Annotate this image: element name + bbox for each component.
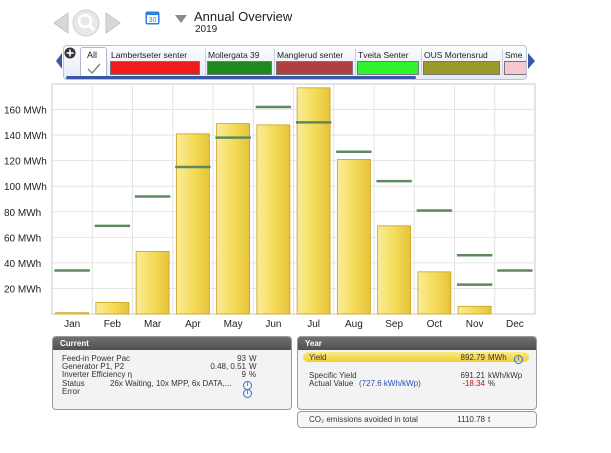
annual-yield-chart: 20 MWh 40 MWh 60 MWh 80 MWh 100 MWh 120 MWh 14… (4, 83, 536, 330)
current-panel: Current Feed-in Power Pac 93 W Generator… (52, 336, 292, 410)
bar-aug (336, 158, 371, 315)
plant-name: OUS Mortensrud (424, 50, 488, 60)
all-label: All (87, 50, 98, 60)
plant-color-swatch (276, 61, 353, 75)
co2-value: 1110.78 (457, 415, 485, 424)
x-tick-label: Jul (307, 319, 320, 330)
actual-value-unit: % (488, 379, 496, 388)
actual-value-label: Actual Value (309, 379, 354, 388)
plant-name: Tveita Senter (358, 50, 409, 60)
generator-value: 0.48, 0.51 (210, 362, 246, 371)
bar-oct (417, 271, 452, 315)
x-tick-label: Feb (104, 319, 122, 330)
feed-in-power-value: 93 (237, 354, 246, 363)
y-tick-label: 160 MWh (4, 106, 47, 117)
error-label: Error (62, 387, 80, 396)
inverter-efficiency-label: Inverter Efficiency η (62, 370, 133, 379)
generator-label: Generator P1, P2 (62, 362, 125, 371)
plant-color-swatch (207, 61, 272, 75)
y-tick-label: 120 MWh (4, 157, 47, 168)
bar-jun (256, 124, 291, 315)
bar-may (216, 123, 251, 315)
bar-jan (55, 312, 90, 315)
plant-tab-lambertseter[interactable]: Lambertseter senter (109, 49, 202, 75)
calendar-day: 30 (149, 17, 157, 24)
inverter-efficiency-unit: % (249, 370, 257, 379)
selected-year: 2019 (195, 24, 218, 35)
y-tick-label: 140 MWh (4, 131, 47, 142)
x-tick-label: Aug (345, 319, 363, 330)
y-tick-label: 60 MWh (4, 233, 41, 244)
zoom-icon[interactable] (72, 9, 100, 37)
checkmark-icon (87, 62, 101, 80)
plant-color-swatch (357, 61, 419, 75)
y-tick-label: 80 MWh (4, 208, 41, 219)
yield-label: Yield (309, 353, 327, 362)
plant-tab-tveita[interactable]: Tveita Senter (356, 49, 421, 75)
x-tick-label: Apr (185, 319, 201, 330)
dropdown-arrow-icon[interactable] (175, 11, 187, 23)
y-tick-label: 40 MWh (4, 259, 41, 270)
specific-yield-label: Specific Yield (309, 371, 357, 380)
plant-color-swatch (110, 61, 200, 75)
current-panel-header: Current (53, 337, 291, 350)
x-tick-label: Nov (466, 319, 484, 330)
specific-yield-unit: kWh/kWp (488, 371, 523, 380)
plant-name: Lambertseter senter (111, 50, 188, 60)
status-label: Status (62, 379, 85, 388)
plant-name: Mollergata 39 (208, 50, 260, 60)
bar-feb (95, 302, 130, 315)
next-arrow-icon[interactable] (104, 11, 122, 35)
plant-name: Manglerud senter (277, 50, 344, 60)
x-tick-label: May (224, 319, 243, 330)
co2-label: CO₂ emissions avoided in total (309, 415, 418, 424)
co2-panel: CO₂ emissions avoided in total 1110.78 t (297, 411, 537, 428)
actual-value-value: -18.34 (462, 379, 485, 388)
plant-name: Sme (505, 50, 523, 60)
y-tick-label: 100 MWh (4, 182, 47, 193)
plant-color-swatch (423, 61, 500, 75)
year-panel-header: Year (298, 337, 536, 350)
co2-unit: t (488, 415, 491, 424)
bar-mar (135, 250, 170, 315)
x-tick-label: Jan (64, 319, 80, 330)
bar-nov (457, 305, 492, 315)
yield-value: 892.79 (460, 353, 485, 362)
page-title[interactable]: Annual Overview (194, 9, 293, 24)
plant-tab-ous-mortensrud[interactable]: OUS Mortensrud (422, 49, 502, 75)
plant-tab-sme[interactable]: Sme (503, 49, 526, 75)
plant-tab-bar: Lambertseter senter Mollergata 39 Mangle… (63, 45, 527, 80)
yield-highlight (303, 352, 529, 362)
scroll-left-arrow-icon[interactable] (56, 53, 63, 69)
error-info-icon[interactable]: i (243, 387, 252, 398)
yield-unit: MWh (488, 353, 507, 362)
x-tick-label: Dec (506, 319, 524, 330)
bar-sep (377, 225, 412, 315)
x-tick-label: Sep (385, 319, 403, 330)
feed-in-power-unit: W (249, 354, 257, 363)
plant-tab-manglerud[interactable]: Manglerud senter (275, 49, 355, 75)
plant-color-swatch (504, 61, 526, 75)
year-panel: Year Yield 892.79 MWh i Specific Yield 6… (297, 336, 537, 410)
x-tick-label: Oct (427, 319, 443, 330)
status-value: 26x Waiting, 10x MPP, 6x DATA,... (110, 379, 232, 388)
plant-tab-mollergata[interactable]: Mollergata 39 (206, 49, 274, 75)
x-tick-label: Jun (265, 319, 281, 330)
actual-value-reference[interactable]: (727.6 kWh/kWp) (359, 379, 421, 388)
calendar-icon[interactable]: 30 (145, 10, 160, 25)
bar-jul (296, 87, 331, 315)
bar-apr (175, 133, 210, 315)
plant-tab-all[interactable]: All (80, 47, 107, 79)
generator-unit: W (249, 362, 257, 371)
feed-in-power-label: Feed-in Power Pac (62, 354, 131, 363)
specific-yield-value: 691.21 (460, 371, 485, 380)
x-tick-label: Mar (144, 319, 162, 330)
add-plant-icon[interactable] (64, 46, 76, 59)
inverter-efficiency-value: 9 (241, 370, 246, 379)
y-tick-label: 20 MWh (4, 284, 41, 295)
scroll-right-arrow-icon[interactable] (528, 53, 535, 69)
previous-arrow-icon[interactable] (52, 11, 70, 35)
tab-scroll-indicator[interactable] (66, 76, 416, 79)
yield-info-icon[interactable]: i (514, 353, 523, 364)
